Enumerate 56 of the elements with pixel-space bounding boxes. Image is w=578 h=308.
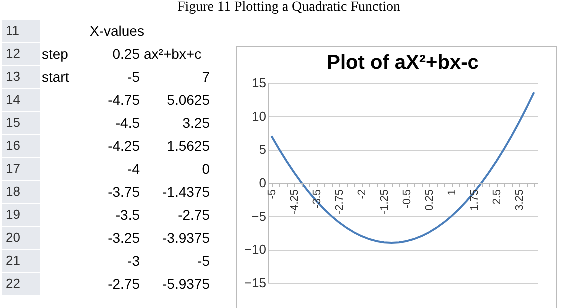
text: -3.25 [107, 229, 140, 248]
text: 11 [2, 20, 40, 42]
text: 0 [201, 160, 210, 179]
text: step [42, 45, 68, 64]
text: 7 [201, 68, 210, 87]
text: 21 [2, 250, 40, 272]
y-tick-label: 5 [259, 142, 266, 158]
x-tick-label: -5 [266, 190, 278, 200]
text: -2.75 [107, 275, 140, 294]
y-tick-label: −15 [244, 276, 266, 290]
text: 13 [2, 66, 40, 88]
x-tick-label: -0.5 [401, 190, 414, 208]
y-tick-label: 15 [252, 76, 266, 90]
caption: Figure 11 Plotting a Quadratic Function [176, 0, 402, 16]
text: 12 [2, 43, 40, 65]
text: start [42, 68, 70, 87]
text: 16 [2, 135, 40, 157]
x-tick-label: -4.25 [288, 190, 301, 215]
text: -3.75 [107, 183, 140, 202]
text: -3.9375 [162, 229, 210, 248]
x-tick-label: -2.75 [334, 190, 346, 215]
text: 0.25 [112, 45, 140, 64]
text: 1.5625 [166, 137, 210, 156]
text: 15 [2, 112, 40, 134]
text: 20 [2, 227, 40, 249]
text: -4 [126, 160, 140, 179]
text: 14 [2, 89, 40, 111]
text: -5 [126, 68, 140, 87]
x-tick-label: 1.75 [468, 190, 481, 211]
x-tick-label: -2 [356, 190, 368, 200]
text: -4.25 [107, 137, 140, 156]
text: 22 [2, 273, 40, 295]
chart-title: Plot of aX²+bx-c [327, 52, 479, 74]
text: 3.25 [182, 114, 210, 133]
y-tick-label: 0 [259, 176, 266, 190]
text: 5.0625 [166, 91, 210, 110]
text: -1.4375 [162, 183, 210, 202]
x-tick-label: -1.25 [378, 190, 391, 215]
y-tick-label: −5 [252, 208, 266, 224]
y-tick-label: 10 [252, 108, 266, 124]
x-tick-label: 0.25 [424, 190, 436, 211]
text: X-values [90, 22, 144, 41]
x-tick-label: -3.5 [311, 190, 324, 208]
x-tick-label: 3.25 [514, 190, 526, 211]
text: 17 [2, 158, 40, 180]
y-tick-label: −10 [244, 242, 266, 258]
x-tick-label: 1 [446, 190, 458, 196]
text: -5 [196, 252, 210, 271]
text: -5.9375 [162, 275, 210, 294]
text: 19 [2, 204, 40, 226]
text: ax²+bx+c [144, 45, 203, 64]
text: -4.75 [107, 91, 140, 110]
text: -3 [126, 252, 140, 271]
text: -4.5 [114, 114, 140, 133]
text: 18 [2, 181, 40, 203]
x-tick-label: 2.5 [491, 190, 504, 205]
